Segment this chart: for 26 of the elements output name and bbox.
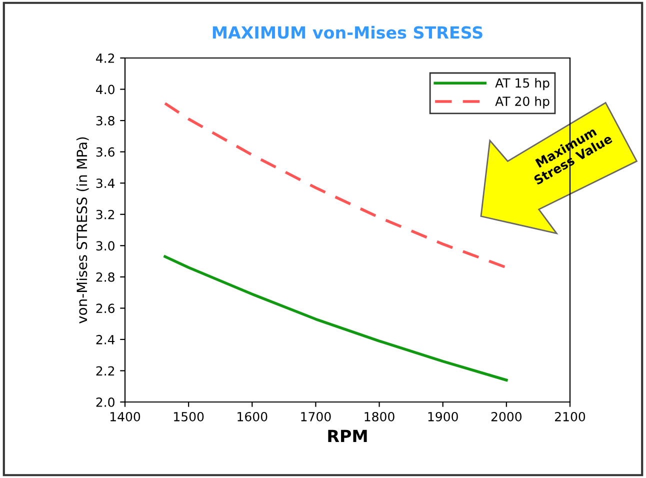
x-tick-label: 1500 <box>174 412 204 422</box>
x-tick-label: 1700 <box>301 412 331 422</box>
y-tick-label: 4.2 <box>96 53 114 63</box>
y-tick-label: 2.4 <box>96 334 115 344</box>
y-tick-label: 2.6 <box>96 304 114 314</box>
legend-label: AT 20 hp <box>495 96 550 108</box>
x-tick-label: 2100 <box>555 412 586 422</box>
x-tick-label: 1600 <box>238 412 268 422</box>
x-tick-label: 1800 <box>364 412 394 422</box>
y-tick-label: 3.2 <box>96 210 114 220</box>
y-tick-label: 2.8 <box>96 272 114 282</box>
x-tick-label: 1400 <box>110 412 140 422</box>
y-tick-label: 2.0 <box>96 397 114 407</box>
x-tick-label: 2000 <box>491 412 522 422</box>
legend-label: AT 15 hp <box>495 78 550 90</box>
y-tick-label: 3.6 <box>96 147 114 157</box>
line-series <box>164 255 508 382</box>
y-axis-title: von-Mises STRESS (in MPa) <box>76 137 89 324</box>
y-tick-label: 2.2 <box>96 366 114 376</box>
x-tick-label: 1900 <box>428 412 458 422</box>
y-tick-label: 4.0 <box>96 84 114 94</box>
y-tick-label: 3.0 <box>96 241 114 251</box>
chart-title: MAXIMUM von-Mises STRESS <box>212 26 482 39</box>
y-tick-label: 3.4 <box>96 178 115 188</box>
y-tick-label: 3.8 <box>96 116 114 126</box>
x-axis-title: RPM <box>328 430 367 442</box>
